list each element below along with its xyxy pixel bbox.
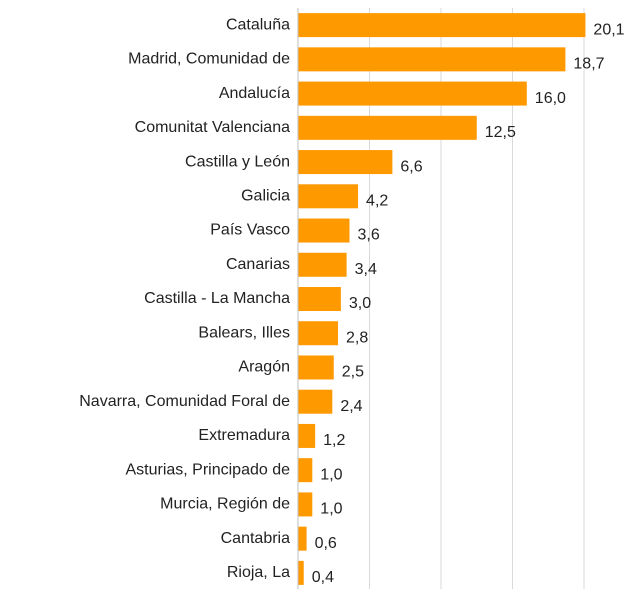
value-label: 3,0 <box>349 295 371 312</box>
bar <box>298 13 586 38</box>
bar <box>298 218 350 243</box>
bar <box>298 423 316 448</box>
bar <box>298 287 341 311</box>
y-tick-label: Extremadura <box>198 427 290 444</box>
value-label: 18,7 <box>573 56 604 73</box>
bar <box>298 184 359 209</box>
bar <box>298 389 333 414</box>
y-tick-label: País Vasco <box>210 222 290 239</box>
bar <box>298 492 313 517</box>
value-label: 12,5 <box>485 124 516 141</box>
value-label: 16,0 <box>535 90 566 107</box>
y-tick-label: Balears, Illes <box>198 324 290 341</box>
value-label: 1,0 <box>320 466 342 483</box>
y-tick-label: Madrid, Comunidad de <box>128 51 290 68</box>
y-tick-label: Andalucía <box>219 85 290 102</box>
y-tick-label: Murcia, Región de <box>160 496 290 513</box>
bar <box>298 81 527 106</box>
bar <box>298 115 477 140</box>
bar <box>298 526 307 551</box>
y-tick-label: Castilla - La Mancha <box>144 290 290 307</box>
bar <box>298 150 393 175</box>
value-label: 1,0 <box>320 501 342 518</box>
y-tick-label: Canarias <box>226 256 290 273</box>
value-label: 2,4 <box>340 398 362 415</box>
value-label: 1,2 <box>323 432 345 449</box>
y-tick-label: Cantabria <box>221 530 290 547</box>
y-tick-label: Rioja, La <box>227 564 290 581</box>
bar <box>298 560 304 585</box>
value-label: 2,8 <box>346 329 368 346</box>
y-tick-label: Cataluña <box>226 16 290 33</box>
value-label: 4,2 <box>366 193 388 210</box>
value-label: 0,4 <box>312 569 334 586</box>
value-label: 20,1 <box>593 21 624 38</box>
value-label: 0,6 <box>315 535 337 552</box>
value-label: 3,6 <box>357 227 379 244</box>
y-tick-label: Aragón <box>238 359 290 376</box>
y-tick-label: Navarra, Comunidad Foral de <box>79 393 290 410</box>
bar <box>298 321 339 346</box>
y-tick-label: Asturias, Principado de <box>125 461 290 478</box>
y-tick-label: Galicia <box>241 188 290 205</box>
bar <box>298 252 347 277</box>
bar <box>298 458 313 483</box>
bar <box>298 47 566 72</box>
value-label: 6,6 <box>400 158 422 175</box>
y-tick-label: Castilla y León <box>185 153 290 170</box>
value-label: 2,5 <box>342 364 364 381</box>
bar <box>298 355 334 380</box>
value-label: 3,4 <box>355 261 377 278</box>
y-tick-label: Comunitat Valenciana <box>135 119 290 136</box>
